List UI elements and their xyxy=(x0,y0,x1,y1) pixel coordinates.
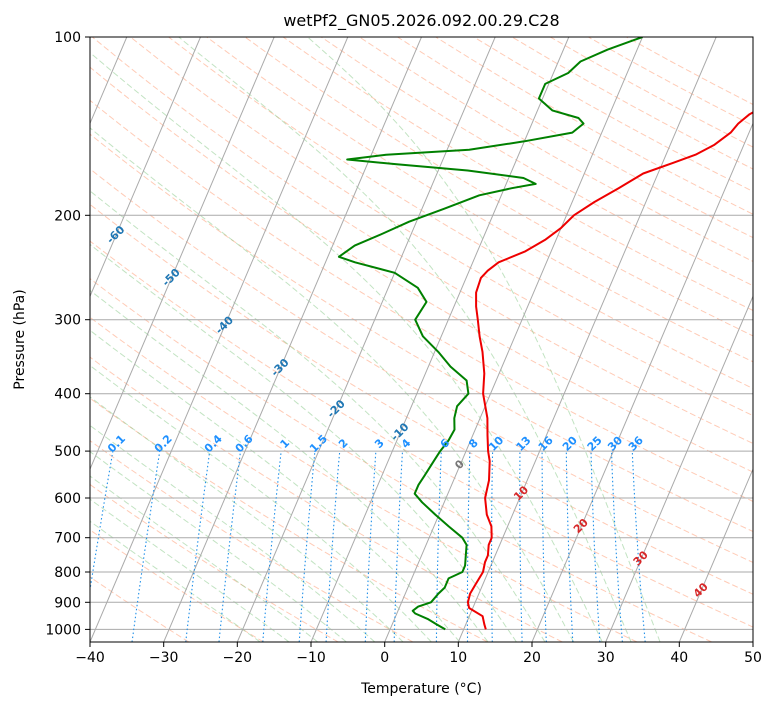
dry-adiabat-line xyxy=(359,37,775,642)
x-tick-label: −10 xyxy=(296,650,326,666)
isotherm-label: -70 xyxy=(48,182,71,205)
temperature-line xyxy=(468,37,775,629)
dry-adiabat-line xyxy=(0,37,488,642)
x-tick-label: 20 xyxy=(523,650,541,666)
mixing-ratio-label: 8 xyxy=(466,436,481,451)
x-tick-label: −40 xyxy=(75,650,105,666)
isotherm-label: 40 xyxy=(691,580,711,600)
mixing-ratio-line xyxy=(591,451,600,642)
dry-adiabat-line xyxy=(0,37,338,642)
dry-adiabat-line xyxy=(0,37,637,642)
isotherm-line xyxy=(753,37,775,642)
moist-adiabat-line xyxy=(0,37,289,642)
isotherm-label: 20 xyxy=(571,516,591,536)
mixing-ratio-line xyxy=(492,451,493,642)
x-tick-label: 40 xyxy=(670,650,688,666)
isotherm-label: -40 xyxy=(213,313,236,336)
isotherm-line xyxy=(90,37,348,642)
y-tick-label: 400 xyxy=(54,387,81,403)
isotherm-line xyxy=(458,37,716,642)
dry-adiabat-line xyxy=(283,37,775,642)
isotherm-label: 10 xyxy=(511,483,531,503)
moist-adiabat-line xyxy=(179,37,632,642)
dry-adiabat-line xyxy=(588,37,775,642)
isotherm-line xyxy=(679,37,775,642)
dry-adiabat-line xyxy=(550,37,775,642)
mixing-ratio-line xyxy=(299,451,315,642)
y-tick-label: 600 xyxy=(54,491,81,507)
y-tick-label: 200 xyxy=(54,208,81,224)
dry-adiabat-line xyxy=(245,37,775,642)
mixing-ratio-line xyxy=(612,451,623,642)
moist-adiabat-line xyxy=(0,37,488,642)
mixing-ratio-line xyxy=(82,451,113,642)
moist-adiabat-line xyxy=(0,37,403,642)
y-tick-label: 300 xyxy=(54,313,81,329)
isotherm-label: -50 xyxy=(160,266,183,289)
mixing-ratio-label: 1.5 xyxy=(307,432,330,455)
isotherm-line xyxy=(16,37,274,642)
axes: −40 −30 −20 −10 0 10 20 30 40 50 1000 900 800 700 600 5… xyxy=(45,30,762,666)
moist-adiabat-line xyxy=(0,37,516,642)
isotherm-line xyxy=(311,37,569,642)
y-tick-label: 500 xyxy=(54,444,81,460)
y-tick-label: 1000 xyxy=(45,622,81,638)
x-tick-label: −30 xyxy=(149,650,179,666)
isotherm-line xyxy=(237,37,495,642)
isotherm-line xyxy=(385,37,643,642)
y-tick-label: 700 xyxy=(54,531,81,547)
mixing-ratio-line xyxy=(566,451,573,642)
moist-adiabat-line xyxy=(0,37,318,642)
x-tick-label: 50 xyxy=(744,650,762,666)
isotherm-label: 30 xyxy=(631,548,651,568)
x-tick-label: 0 xyxy=(380,650,389,666)
dry-adiabat-line xyxy=(130,37,775,642)
moist-adiabat-line xyxy=(308,37,660,642)
y-tick-label: 100 xyxy=(54,30,81,46)
mixing-ratio-label: 1 xyxy=(278,436,293,451)
chart-title: wetPf2_GN05.2026.092.00.29.C28 xyxy=(283,11,559,31)
mixing-ratio-line xyxy=(436,451,441,642)
data-series xyxy=(339,37,775,629)
isotherm-label: -60 xyxy=(104,223,127,246)
y-tick-label: 800 xyxy=(54,565,81,581)
moist-adiabat-line xyxy=(0,37,260,642)
dry-adiabat-line xyxy=(0,37,775,642)
mixing-ratio-line xyxy=(186,451,210,642)
mixing-ratio-line xyxy=(632,451,645,642)
isotherm-label: -20 xyxy=(325,397,348,420)
mixing-ratio-label: 2 xyxy=(336,436,351,451)
x-axis-label: Temperature (°C) xyxy=(360,681,482,697)
dry-adiabat-line xyxy=(0,37,413,642)
isotherm-label: -80 xyxy=(0,141,15,164)
dry-adiabat-line xyxy=(436,37,775,642)
mixing-ratio-line xyxy=(365,451,376,642)
dry-adiabat-line xyxy=(207,37,775,642)
mixing-ratio-label: 0.6 xyxy=(233,432,256,455)
background-lines xyxy=(0,37,775,642)
dry-adiabat-line xyxy=(0,37,712,642)
moist-adiabat-line xyxy=(0,37,346,642)
isotherm-line xyxy=(0,37,201,642)
mixing-ratio-label: 0.4 xyxy=(202,432,225,455)
dry-adiabat-line xyxy=(169,37,775,642)
mixing-ratio-label: 0.1 xyxy=(105,432,128,455)
isotherm-label: -10 xyxy=(388,420,411,443)
x-tick-label: 30 xyxy=(597,650,615,666)
moist-adiabat-line xyxy=(0,37,375,642)
dry-adiabat-line xyxy=(0,37,189,642)
isotherm-line xyxy=(606,37,775,642)
x-tick-label: −20 xyxy=(223,650,253,666)
isotherm-label: -30 xyxy=(268,356,291,379)
x-tick-label: 10 xyxy=(449,650,467,666)
y-axis-label: Pressure (hPa) xyxy=(12,289,28,389)
isotherm-line xyxy=(532,37,775,642)
mixing-ratio-line xyxy=(467,451,470,642)
y-tick-label: 900 xyxy=(54,595,81,611)
dry-adiabat-line xyxy=(0,37,562,642)
moist-adiabat-line xyxy=(0,37,545,642)
